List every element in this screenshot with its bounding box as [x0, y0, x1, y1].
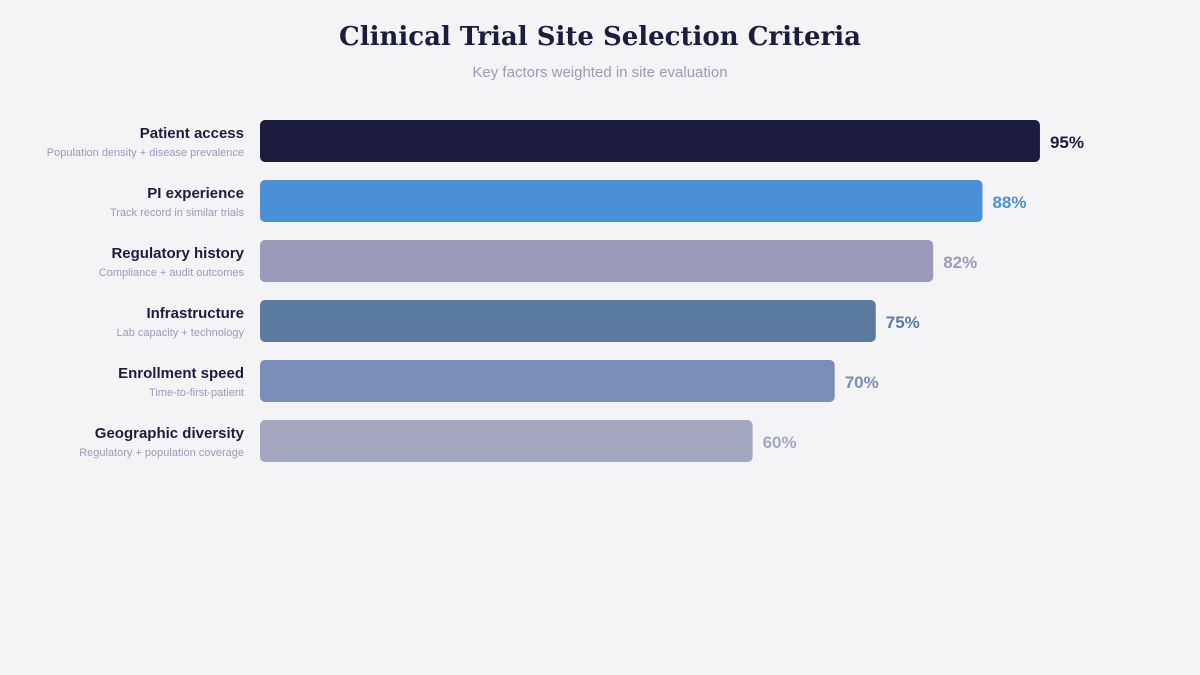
bar [260, 240, 934, 282]
category-description: Population density + disease prevalence [47, 147, 244, 159]
category-description: Track record in similar trials [110, 207, 245, 219]
bar [260, 120, 1040, 162]
bar-group: Patient access Population density + disea… [47, 120, 1084, 162]
chart-subtitle: Key factors weighted in site evaluation [472, 64, 728, 81]
value-label: 95% [1050, 133, 1084, 152]
value-label: 88% [992, 193, 1026, 212]
bar [260, 420, 753, 462]
category-label: Regulatory history [111, 245, 244, 262]
bar [260, 180, 983, 222]
category-label: Enrollment speed [118, 365, 244, 382]
category-description: Lab capacity + technology [116, 327, 244, 339]
category-description: Regulatory + population coverage [79, 447, 244, 459]
value-label: 70% [845, 373, 879, 392]
bar [260, 300, 876, 342]
bar-group: Regulatory history Compliance + audit out… [99, 240, 977, 282]
category-description: Time-to-first-patient [149, 387, 244, 399]
category-label: PI experience [147, 185, 244, 202]
bar [260, 360, 835, 402]
chart-title: Clinical Trial Site Selection Criteria [339, 22, 861, 52]
category-description: Compliance + audit outcomes [99, 267, 245, 279]
category-label: Patient access [140, 125, 244, 142]
bar-group: Geographic diversity Regulatory + populat… [79, 420, 797, 462]
value-label: 82% [943, 253, 977, 272]
category-label: Geographic diversity [95, 425, 245, 442]
value-label: 75% [886, 313, 920, 332]
bar-group: Enrollment speed Time-to-first-patient 70% [118, 360, 879, 402]
bar-group: PI experience Track record in similar tri… [110, 180, 1027, 222]
value-label: 60% [763, 433, 797, 452]
category-label: Infrastructure [146, 305, 244, 322]
bar-group: Infrastructure Lab capacity + technology 7… [116, 300, 920, 342]
